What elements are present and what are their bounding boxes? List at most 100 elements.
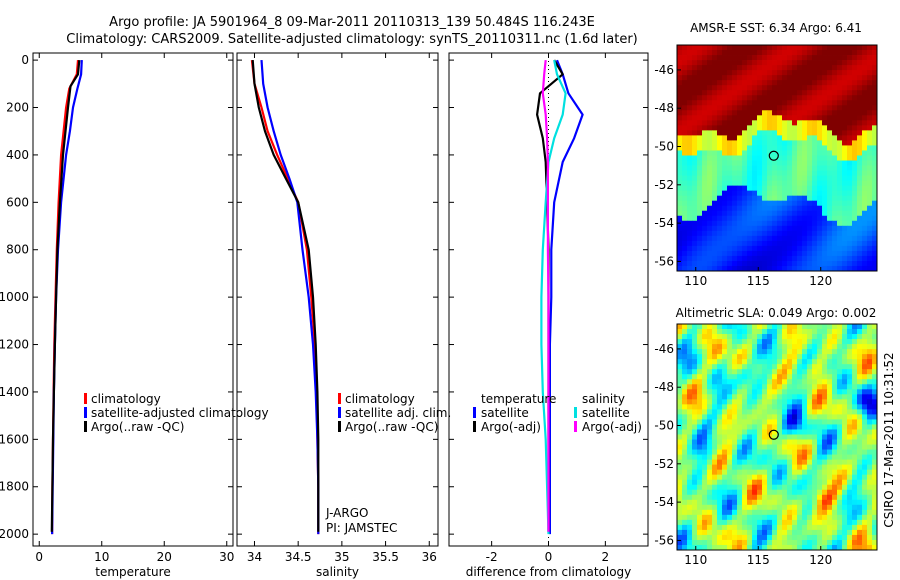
heatmap-cell [782,125,788,131]
heatmap-cell [712,489,718,496]
heatmap-cell [757,444,763,450]
x-tick-label: 120 [809,553,832,567]
heatmap-cell [827,245,833,252]
heatmap-cell [857,140,863,146]
heatmap-cell [677,374,683,380]
y-tick-label: 1400 [0,385,29,399]
heatmap-cell [812,394,818,400]
heatmap-cell [687,145,693,151]
heatmap-cell [842,260,848,267]
heatmap-cell [772,170,778,176]
heatmap-cell [737,424,743,430]
heatmap-cell [747,524,753,531]
heatmap-cell [682,245,688,252]
heatmap-cell [732,135,738,141]
heatmap-cell [692,170,698,176]
heatmap-cell [677,469,683,476]
heatmap-cell [872,529,878,536]
heatmap-cell [757,165,763,171]
heatmap-cell [807,359,813,365]
heatmap-cell [732,534,738,541]
heatmap-cell [837,389,843,395]
heatmap-cell [847,449,853,455]
heatmap-cell [692,225,698,232]
heatmap-cell [827,260,833,267]
heatmap-cell [837,419,843,425]
heatmap-cell [817,409,823,415]
heatmap-cell [677,215,683,222]
heatmap-cell [817,190,823,197]
heatmap-cell [787,210,793,217]
heatmap-cell [702,120,708,126]
heatmap-cell [867,414,873,420]
heatmap-cell [747,255,753,262]
heatmap-cell [732,489,738,496]
y-tick-label: -52 [654,178,674,192]
heatmap-cell [817,414,823,420]
heatmap-cell [867,240,873,247]
heatmap-cell [752,80,758,86]
heatmap-cell [782,115,788,121]
heatmap-cell [712,529,718,536]
heatmap-cell [842,110,848,116]
heatmap-cell [727,379,733,385]
heatmap-cell [797,484,803,491]
heatmap-cell [832,155,838,161]
heatmap-cell [837,489,843,496]
heatmap-cell [717,110,723,116]
heatmap-cell [857,379,863,385]
heatmap-cell [792,190,798,197]
heatmap-cell [852,180,858,187]
heatmap-cell [677,155,683,161]
heatmap-cell [802,524,808,531]
heatmap-cell [797,185,803,192]
heatmap-cell [782,369,788,375]
heatmap-cell [872,135,878,141]
heatmap-cell [737,120,743,126]
heatmap-cell [742,120,748,126]
heatmap-cell [767,60,773,66]
heatmap-cell [677,225,683,232]
heatmap-cell [797,444,803,450]
heatmap-cell [692,399,698,405]
heatmap-cell [792,449,798,455]
heatmap-cell [802,464,808,471]
heatmap-cell [737,85,743,91]
heatmap-cell [802,75,808,81]
heatmap-cell [742,364,748,370]
heatmap-cell [772,215,778,222]
heatmap-cell [757,529,763,536]
heatmap-cell [742,210,748,217]
heatmap-cell [772,135,778,141]
heatmap-cell [757,195,763,202]
heatmap-cell [852,250,858,257]
heatmap-cell [727,489,733,496]
heatmap-cell [772,65,778,71]
heatmap-cell [837,220,843,227]
heatmap-cell [697,265,703,272]
heatmap-cell [822,354,828,360]
heatmap-cell [682,105,688,111]
heatmap-cell [832,474,838,481]
heatmap-cell [812,205,818,212]
heatmap-cell [777,80,783,86]
heatmap-cell [707,394,713,400]
heatmap-cell [687,344,693,350]
heatmap-cell [722,504,728,511]
heatmap-cell [757,344,763,350]
heatmap-cell [842,225,848,232]
heatmap-cell [862,414,868,420]
heatmap-cell [787,439,793,445]
heatmap-cell [872,240,878,247]
heatmap-cell [782,120,788,126]
heatmap-cell [767,185,773,192]
heatmap-cell [842,419,848,425]
heatmap-cell [717,359,723,365]
heatmap-cell [832,329,838,335]
heatmap-cell [807,404,813,410]
heatmap-cell [807,374,813,380]
heatmap-cell [762,100,768,106]
heatmap-cell [742,479,748,486]
heatmap-cell [807,459,813,466]
heatmap-cell [817,220,823,227]
